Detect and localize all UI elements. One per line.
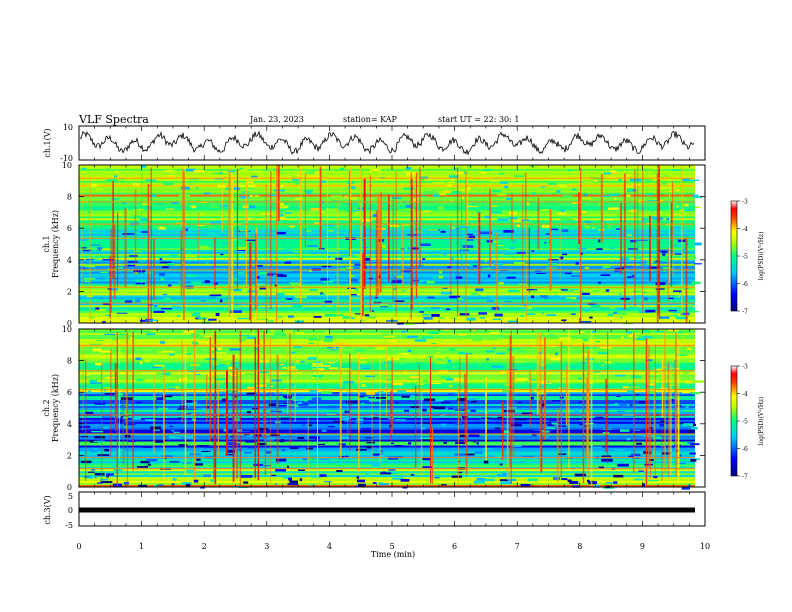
date-label: Jan. 23, 2023 [249, 115, 304, 124]
colorbar-tick-label: -5 [742, 419, 748, 426]
xtick-label: 5 [389, 542, 394, 551]
xtick-label: 9 [640, 542, 645, 551]
start-time-label: start UT = 22: 30: 1 [438, 115, 519, 124]
ytick-label: 4 [67, 420, 72, 429]
ch3-ytick-mid: 0 [68, 506, 73, 515]
xtick-label: 2 [202, 542, 207, 551]
figure-title: VLF Spectra [78, 113, 149, 126]
colorbar-tick-label: -3 [742, 364, 748, 371]
ch1-ytick-bottom: -10 [60, 154, 73, 163]
ch2-colorbar [730, 365, 738, 477]
ch3-ytick-bottom: -5 [65, 521, 73, 530]
xtick-label: 4 [327, 542, 332, 551]
ch1-ylabel: ch.1(V) [43, 128, 52, 157]
ch2-ylabel-channel: ch.2 [42, 399, 51, 416]
ytick-label: 10 [62, 161, 72, 170]
colorbar-tick-label: -3 [742, 199, 748, 206]
ch3-signal-line [79, 507, 695, 513]
ch1-waveform-panel: 10 -10 ch.1(V) [43, 123, 706, 163]
xtick-label: 3 [264, 542, 269, 551]
ytick-label: 10 [62, 325, 72, 334]
station-label: station= KAP [343, 115, 398, 124]
ch1-colorbar-label: log(PSD)(V²/Hz) [758, 232, 765, 281]
colorbar-tick-label: -6 [742, 446, 748, 453]
colorbar-tick-label: -7 [742, 309, 748, 316]
ch1-ylabel-channel: ch.1 [42, 235, 51, 252]
colorbar-tick-label: -5 [742, 254, 748, 261]
ytick-label: 8 [67, 357, 72, 366]
ch1-colorbar [730, 200, 738, 312]
ytick-label: 0 [67, 483, 72, 492]
xtick-label: 7 [515, 542, 520, 551]
ytick-label: 6 [67, 388, 72, 397]
ch2-spectrogram-image [79, 329, 705, 490]
ytick-label: 0 [67, 319, 72, 328]
colorbar-tick-label: -7 [742, 474, 748, 481]
colorbar-tick-label: -4 [742, 226, 748, 233]
ch1-spectrogram-image [79, 165, 703, 325]
ch1-ylabel-frequency: Frequency (kHz) [51, 210, 60, 278]
ch2-colorbar-label: log(PSD)(V²/Hz) [758, 397, 765, 446]
ch3-waveform-panel: 5 0 -5 ch.3(V) [43, 491, 706, 530]
ch1-ytick-top: 10 [63, 123, 73, 132]
x-axis-label: Time (min) [371, 550, 415, 559]
ch1-waveform-line [79, 130, 695, 156]
x-axis: 0 1 2 3 4 5 6 7 8 9 10 [76, 126, 710, 551]
colorbar-tick-label: -4 [742, 391, 748, 398]
ytick-label: 2 [67, 451, 72, 460]
ytick-label: 4 [67, 256, 72, 265]
xtick-label: 8 [577, 542, 582, 551]
xtick-label: 10 [700, 542, 710, 551]
xtick-label: 6 [452, 542, 457, 551]
colorbar-tick-label: -6 [742, 281, 748, 288]
ch2-ylabel-frequency: Frequency (kHz) [51, 374, 60, 442]
ytick-label: 2 [67, 287, 72, 296]
ytick-label: 8 [67, 193, 72, 202]
xtick-label: 1 [139, 542, 144, 551]
ch3-ytick-top: 5 [68, 492, 73, 501]
ytick-label: 6 [67, 224, 72, 233]
xtick-label: 0 [76, 542, 81, 551]
ch3-ylabel: ch.3(V) [43, 495, 52, 524]
